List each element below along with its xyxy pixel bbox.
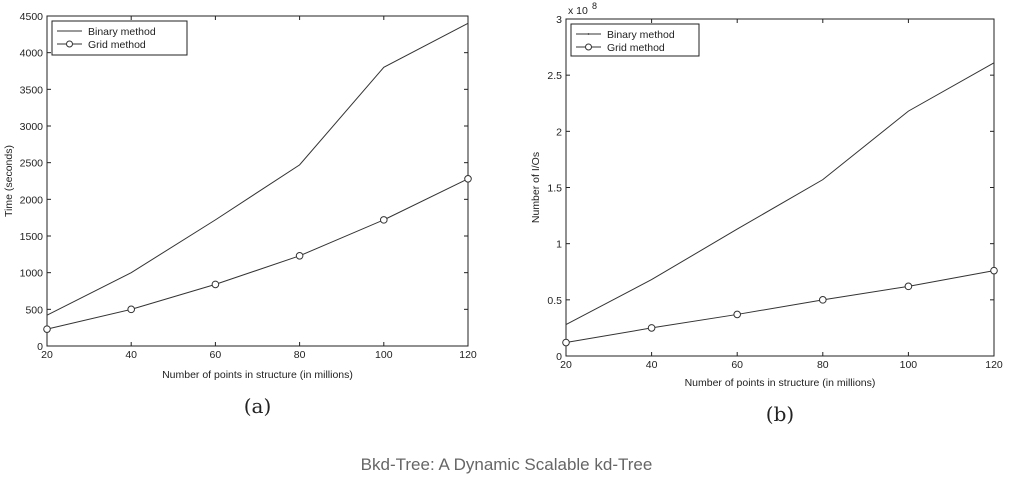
series-line-binary	[565, 62, 995, 325]
data-point	[819, 296, 827, 304]
legend-label: Binary method	[88, 26, 156, 38]
y-tick-label: 2.5	[547, 70, 562, 82]
y-tick-label: 0	[556, 351, 562, 363]
data-point	[562, 338, 570, 347]
x-tick-label: 40	[646, 359, 658, 371]
x-tick-label: 120	[459, 349, 477, 361]
y-tick-label: 1.5	[547, 183, 562, 195]
y-axis-label: Number of I/Os	[530, 152, 542, 223]
x-tick-label: 60	[210, 349, 222, 361]
y-tick-label: 500	[25, 304, 43, 316]
panel-label: (b)	[766, 402, 794, 426]
chart-b: 20 40 60 80 100 120 0 0.5 1 1.5 2 2.5 3 x 10 8 Number o…	[530, 1, 1003, 426]
data-point	[295, 252, 304, 260]
data-point	[990, 266, 998, 275]
x-tick-label: 20	[41, 349, 53, 361]
y-tick-label: 1	[556, 239, 562, 251]
legend-label: Grid method	[88, 39, 146, 51]
y-tick-label: 1000	[20, 268, 44, 280]
data-point	[733, 310, 742, 319]
y-exponent-label: 8	[592, 1, 597, 11]
x-tick-label: 100	[375, 349, 393, 361]
y-tick-label: 2000	[20, 194, 44, 206]
y-tick-label: 1500	[20, 231, 44, 243]
legend-box	[570, 23, 700, 57]
chart-a: 20 40 60 80 100 120 0 500 1000 1500 2000 2500 3000 35…	[3, 11, 477, 418]
data-point	[43, 325, 51, 333]
figure-caption: Bkd-Tree: A Dynamic Scalable kd-Tree	[360, 455, 653, 474]
y-tick-label: 3500	[20, 84, 44, 96]
x-tick-label: 80	[294, 349, 306, 361]
x-tick-label: 120	[985, 359, 1003, 371]
series-line-binary	[46, 22, 469, 316]
plot-frame	[565, 18, 995, 357]
y-axis-label: Time (seconds)	[3, 145, 15, 217]
plot-frame	[46, 15, 469, 347]
x-axis-label: Number of points in structure (in millio…	[685, 377, 876, 389]
x-tick-label: 80	[817, 359, 829, 371]
y-tick-label: 3000	[20, 121, 44, 133]
legend-marker	[66, 40, 73, 48]
y-multiplier-label: x 10	[568, 5, 588, 17]
x-tick-label: 100	[900, 359, 918, 371]
y-tick-label: 3	[556, 14, 562, 26]
y-tick-label: 0.5	[547, 295, 562, 307]
y-tick-label: 0	[37, 341, 43, 353]
data-point	[211, 280, 220, 289]
x-tick-label: 20	[560, 359, 572, 371]
legend-label: Grid method	[607, 42, 665, 54]
y-tick-label: 2500	[20, 158, 44, 170]
x-axis-label: Number of points in structure (in millio…	[162, 369, 353, 381]
x-tick-label: 40	[125, 349, 137, 361]
data-point	[464, 175, 472, 183]
data-point	[647, 324, 656, 332]
legend-marker	[585, 43, 592, 51]
legend-marker	[587, 33, 590, 35]
legend-box	[51, 20, 188, 56]
y-tick-label: 2	[556, 126, 562, 138]
y-tick-label: 4500	[20, 11, 44, 23]
panel-label: (a)	[244, 394, 272, 418]
series-line-grid	[46, 178, 469, 330]
y-tick-label: 4000	[20, 48, 44, 60]
data-point	[127, 305, 135, 314]
x-tick-label: 60	[731, 359, 743, 371]
data-point	[380, 216, 388, 224]
series-line-grid	[565, 270, 995, 344]
legend-label: Binary method	[607, 29, 675, 41]
data-point	[904, 282, 913, 291]
